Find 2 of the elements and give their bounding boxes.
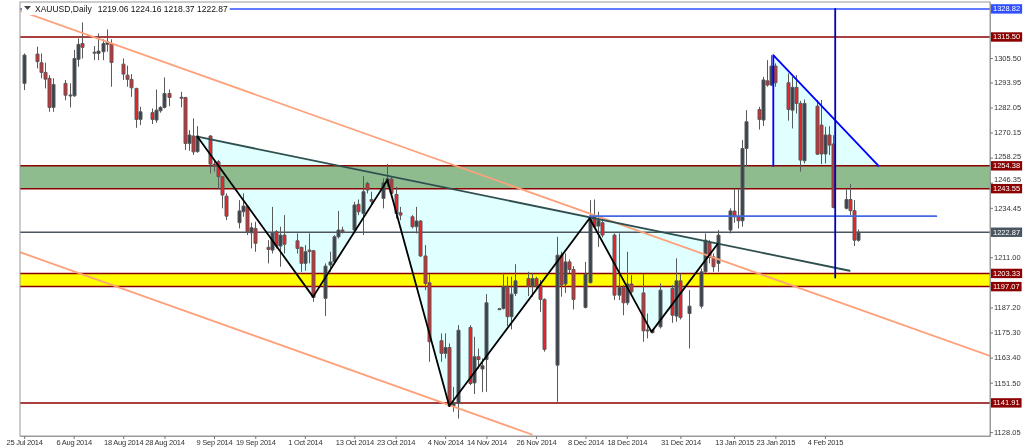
chart-title: XAUUSD,Daily <box>35 3 93 14</box>
chart-subtitle: 1219.06 1224.16 1218.37 1222.87 <box>97 3 228 14</box>
